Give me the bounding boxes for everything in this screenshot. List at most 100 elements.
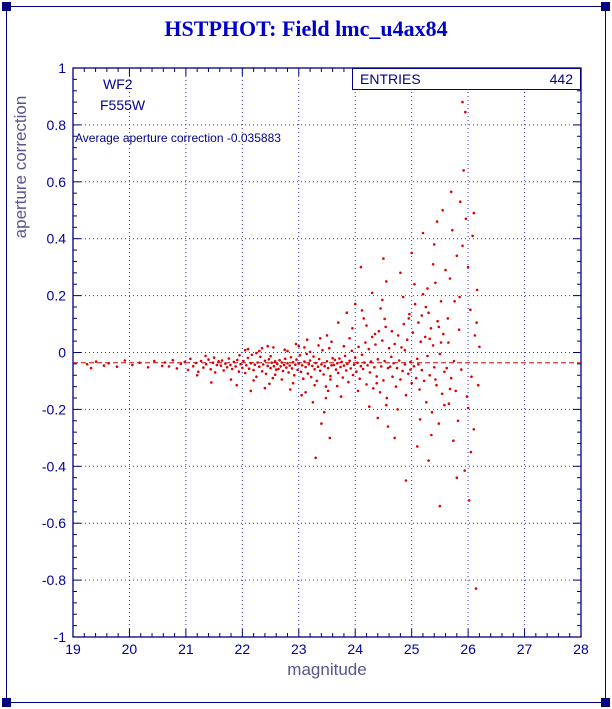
- scatter-point: [417, 321, 420, 324]
- scatter-point: [303, 346, 306, 349]
- scatter-point: [317, 357, 321, 361]
- scatter-point: [305, 338, 309, 342]
- scatter-point: [416, 445, 419, 448]
- scatter-point: [243, 348, 247, 352]
- scatter-point: [299, 370, 303, 374]
- scatter-point: [115, 365, 119, 369]
- scatter-point: [350, 349, 354, 353]
- scatter-point: [394, 385, 398, 388]
- scatter-point: [384, 325, 388, 329]
- scatter-point: [381, 339, 384, 342]
- scatter-point: [286, 362, 289, 365]
- scatter-point: [286, 349, 289, 353]
- scatter-point: [260, 346, 264, 350]
- scatter-point: [197, 370, 200, 374]
- scatter-point: [458, 295, 461, 299]
- scatter-point: [267, 358, 271, 361]
- scatter-point: [463, 469, 467, 472]
- scatter-point: [376, 358, 380, 361]
- scatter-point: [279, 365, 283, 368]
- scatter-point: [329, 378, 332, 381]
- scatter-point: [312, 355, 315, 358]
- scatter-point: [318, 369, 322, 373]
- scatter-point: [408, 312, 411, 316]
- scatter-point: [283, 357, 287, 361]
- scatter-point: [304, 365, 307, 369]
- scatter-point: [455, 476, 459, 480]
- scatter-point: [375, 381, 379, 385]
- y-tick-label: 1: [58, 60, 66, 76]
- scatter-point: [179, 362, 183, 366]
- scatter-point: [375, 375, 379, 378]
- scatter-point: [403, 363, 407, 366]
- scatter-point: [220, 359, 224, 362]
- scatter-point: [417, 363, 420, 366]
- scatter-point: [353, 302, 357, 306]
- scatter-point: [250, 353, 254, 357]
- scatter-point: [153, 359, 156, 363]
- scatter-point: [478, 345, 481, 349]
- scatter-point: [300, 393, 303, 397]
- scatter-point: [456, 419, 460, 423]
- scatter-point: [426, 287, 429, 290]
- x-tick-label: 20: [122, 641, 138, 657]
- scatter-point: [391, 375, 394, 379]
- y-tick-label: 0.4: [47, 231, 67, 247]
- scatter-point: [432, 366, 436, 369]
- stats-label: ENTRIES: [360, 71, 421, 87]
- scatter-point: [344, 369, 348, 372]
- scatter-point: [437, 325, 441, 329]
- scatter-point: [472, 428, 476, 431]
- scatter-point: [421, 292, 425, 296]
- scatter-point: [438, 504, 442, 508]
- scatter-point: [377, 329, 381, 333]
- scatter-point: [368, 405, 371, 408]
- scatter-point: [431, 263, 435, 266]
- scatter-point: [432, 243, 436, 246]
- scatter-point: [269, 366, 272, 370]
- scatter-point: [361, 367, 365, 371]
- scatter-point: [454, 389, 458, 393]
- scatter-point: [255, 375, 258, 379]
- scatter-point: [440, 392, 444, 396]
- scatter-point: [435, 220, 439, 223]
- y-tick-label: -0.4: [42, 458, 66, 474]
- scatter-point: [245, 364, 248, 367]
- scatter-point: [329, 374, 332, 378]
- scatter-point: [94, 360, 98, 363]
- scatter-point: [447, 341, 450, 344]
- scatter-point: [383, 359, 386, 363]
- scatter-point: [441, 209, 445, 212]
- scatter-point: [413, 302, 417, 306]
- scatter-point: [428, 337, 432, 341]
- scatter-point: [452, 359, 456, 363]
- scatter-point: [258, 365, 261, 369]
- scatter-point: [360, 309, 364, 312]
- scatter-point: [438, 352, 442, 356]
- scatter-point: [420, 368, 424, 372]
- y-tick-label: -1: [54, 629, 67, 645]
- scatter-point: [477, 383, 480, 387]
- scatter-point: [339, 395, 343, 398]
- scatter-point: [227, 357, 231, 360]
- scatter-point: [171, 358, 175, 362]
- scatter-point: [330, 364, 333, 367]
- scatter-point: [308, 350, 312, 354]
- scatter-point: [386, 366, 390, 370]
- scatter-point: [269, 354, 272, 358]
- scatter-point: [455, 254, 459, 258]
- scatter-point: [414, 376, 418, 380]
- scatter-point: [189, 357, 192, 361]
- scatter-point: [204, 354, 207, 358]
- scatter-point: [273, 373, 277, 377]
- scatter-point: [404, 479, 408, 482]
- scatter-point: [325, 334, 329, 337]
- scatter-point: [297, 344, 301, 348]
- scatter-point: [215, 363, 219, 367]
- scatter-point: [241, 366, 244, 370]
- scatter-point: [274, 368, 278, 371]
- scatter-point: [276, 362, 279, 366]
- scatter-point: [362, 317, 366, 320]
- scatter-point: [443, 370, 446, 374]
- scatter-point: [448, 277, 452, 280]
